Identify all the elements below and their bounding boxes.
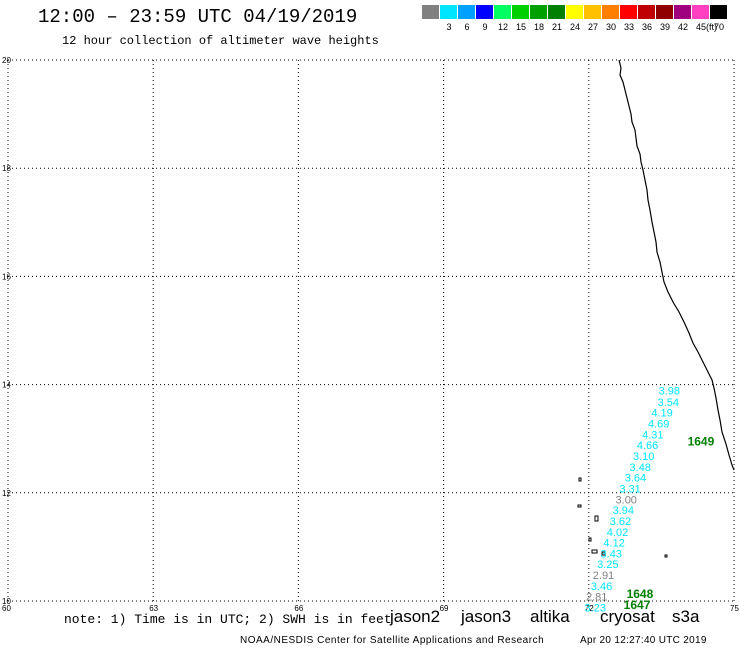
island (578, 477, 582, 482)
track-id-label: 1647 (624, 598, 651, 612)
island (601, 551, 606, 556)
scale-label: 3 (446, 22, 452, 32)
y-tick-label: 20 (2, 56, 11, 65)
scale-swatch (566, 5, 584, 19)
wave-height-value: 4.31 (642, 429, 663, 441)
scale-label: 9 (482, 22, 488, 32)
scale-swatch (710, 5, 728, 19)
wave-height-value: 3.62 (610, 516, 631, 528)
x-tick-label: 63 (149, 604, 158, 613)
scale-swatch (476, 5, 494, 19)
island (664, 554, 668, 558)
island (591, 549, 598, 554)
scale-label: 42 (678, 22, 689, 32)
scale-swatch (584, 5, 602, 19)
wave-height-value: 4.19 (651, 408, 672, 420)
wave-height-value: 4.12 (603, 538, 624, 550)
scale-swatch (620, 5, 638, 19)
chart-title: 12:00 – 23:59 UTC 04/19/2019 (38, 6, 358, 28)
wave-height-value: 3.48 (630, 462, 651, 474)
scale-swatch (422, 5, 440, 19)
wave-height-value: 3.43 (601, 548, 622, 560)
footer-note: note: 1) Time is in UTC; 2) SWH is in fe… (64, 612, 392, 627)
scale-label: 12 (498, 22, 509, 32)
scale-label: 36 (642, 22, 653, 32)
scale-unit-label: (ft) (706, 22, 717, 32)
scale-label: 30 (606, 22, 617, 32)
scale-label: 45 (696, 22, 707, 32)
scale-swatch (602, 5, 620, 19)
wave-height-value: 3.25 (597, 559, 618, 571)
scale-swatch (548, 5, 566, 19)
credit-line: NOAA/NESDIS Center for Satellite Applica… (240, 635, 545, 646)
scale-swatch (656, 5, 674, 19)
scale-swatch (494, 5, 512, 19)
satellite-jason2: jason2 (390, 607, 441, 626)
generated-timestamp: Apr 20 12:27:40 UTC 2019 (580, 635, 707, 646)
wave-height-value: 3.23 (585, 602, 606, 614)
wave-height-value: 4.66 (637, 440, 658, 452)
scale-label: 70 (714, 22, 725, 32)
island (577, 504, 582, 508)
wave-height-value: 3.64 (625, 473, 646, 485)
wave-height-value: 3.31 (619, 483, 640, 495)
wave-height-value: 4.69 (648, 419, 669, 431)
track-id-label: 1649 (688, 434, 715, 448)
track-id-label: 1648 (627, 587, 654, 601)
island (588, 537, 592, 542)
x-tick-label: 72 (585, 604, 594, 613)
island (594, 515, 599, 522)
scale-swatch (458, 5, 476, 19)
scale-label: 39 (660, 22, 671, 32)
wave-height-value: 2.81 (586, 592, 607, 604)
wave-height-value: 4.02 (607, 527, 628, 539)
scale-swatch (638, 5, 656, 19)
y-tick-label: 12 (2, 489, 11, 498)
scale-label: 27 (588, 22, 599, 32)
scale-swatch (530, 5, 548, 19)
wave-height-value: 3.94 (613, 505, 634, 517)
wave-height-value: 3.98 (659, 386, 680, 398)
scale-label: 18 (534, 22, 545, 32)
scale-label: 6 (464, 22, 470, 32)
scale-label: 33 (624, 22, 635, 32)
satellite-s3a: s3a (672, 607, 700, 626)
scale-label: 15 (516, 22, 527, 32)
scale-swatch (674, 5, 692, 19)
satellite-jason3: jason3 (461, 607, 512, 626)
y-tick-label: 16 (2, 272, 11, 281)
wave-height-value: 3.10 (633, 451, 654, 463)
y-tick-label: 14 (2, 381, 11, 390)
scale-swatch (692, 5, 710, 19)
x-tick-label: 60 (2, 604, 11, 613)
y-tick-label: 10 (2, 597, 11, 606)
satellite-altika: altika (530, 607, 570, 626)
x-tick-label: 69 (440, 604, 449, 613)
scale-swatch (512, 5, 530, 19)
x-tick-label: 66 (294, 604, 303, 613)
scale-label: 24 (570, 22, 581, 32)
scale-label: 21 (552, 22, 563, 32)
wave-height-value: 3.00 (616, 494, 637, 506)
wave-height-value: 3.46 (591, 581, 612, 593)
x-tick-label: 75 (730, 604, 739, 613)
wave-height-value: 2.91 (593, 570, 614, 582)
satellite-cryosat: cryosat (600, 607, 655, 626)
coastline (618, 59, 735, 471)
wave-height-value: 3.54 (658, 397, 679, 409)
chart-subtitle: 12 hour collection of altimeter wave hei… (62, 34, 379, 48)
y-tick-label: 18 (2, 164, 11, 173)
scale-swatch (440, 5, 458, 19)
